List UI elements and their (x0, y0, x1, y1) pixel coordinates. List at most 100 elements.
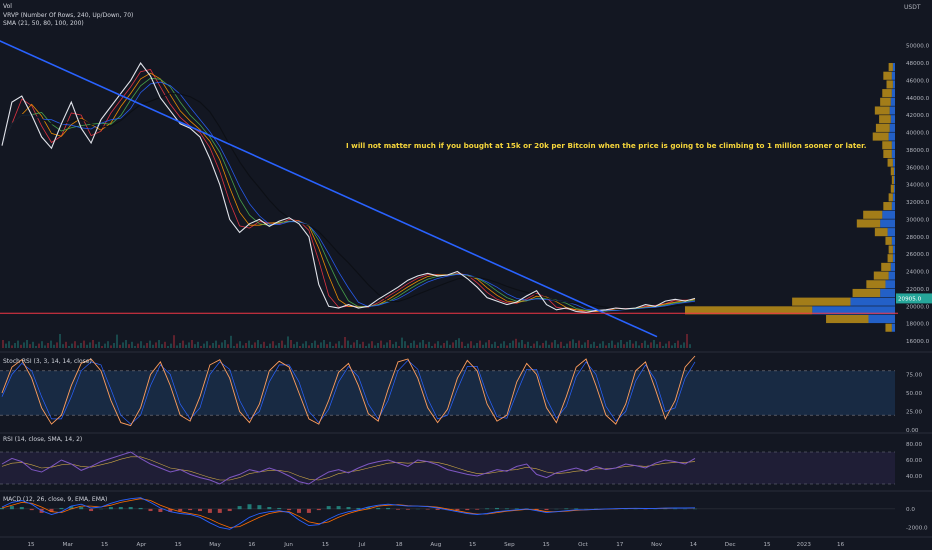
volume-bar (551, 342, 553, 348)
macd-histogram-bar (504, 508, 509, 510)
macd-histogram-bar (336, 506, 341, 510)
volume-bar (473, 345, 475, 348)
volume-bar (161, 344, 163, 348)
volume-profile-bar-down (888, 271, 895, 280)
stoch-rsi-label[interactable]: Stoch RSI (3, 3, 14, 14, close) (3, 358, 92, 365)
macd-histogram-bar (277, 507, 282, 510)
volume-bar (41, 341, 43, 348)
volume-bar (674, 343, 676, 348)
volume-bar (74, 341, 76, 348)
volume-profile-bar-up (685, 306, 813, 315)
volume-bar (347, 340, 349, 348)
volume-bar (8, 341, 10, 348)
volume-profile-bar-up (874, 106, 890, 115)
volume-bar (116, 334, 118, 348)
macd-histogram-bar (366, 507, 371, 510)
volume-bar (356, 340, 358, 348)
volume-bar (131, 341, 133, 348)
volume-profile-bar-down (889, 106, 895, 115)
volume-bar (464, 346, 466, 348)
volume-profile-bar-up (873, 271, 889, 280)
price-axis-tick: 26000.0 (906, 252, 930, 258)
price-axis-tick: 48000.0 (906, 61, 930, 67)
volume-bar (209, 345, 211, 348)
price-axis-tick: 24000.0 (906, 270, 930, 276)
volume-bar (335, 343, 337, 348)
volume-profile-bar-down (892, 254, 895, 263)
volume-profile-bar-up (880, 97, 891, 106)
macd-histogram-bar (188, 508, 193, 511)
volume-bar (563, 346, 565, 348)
rsi-label[interactable]: RSI (14, close, SMA, 14, 2) (3, 436, 83, 443)
volume-profile-bar-up (883, 71, 892, 80)
volume-profile-bar-up (866, 280, 886, 289)
volume-bar (101, 346, 103, 348)
chart-annotation-text[interactable]: I will not matter much if you bought at … (346, 141, 867, 150)
volume-bar (59, 334, 61, 348)
volume-bar (32, 341, 34, 348)
macd-histogram-bar (495, 507, 499, 510)
volume-bar (569, 341, 571, 348)
volume-bar (440, 345, 442, 348)
volume-profile-bar-up (888, 63, 893, 72)
volume-profile-bar-down (885, 280, 895, 289)
volume-bar (266, 346, 268, 348)
macd-histogram-bar (237, 506, 242, 510)
macd-histogram-bar (455, 508, 460, 511)
macd-histogram-bar (9, 506, 14, 510)
volume-profile-bar-up (886, 80, 893, 89)
price-axis-tick: 22000.0 (906, 287, 930, 293)
time-axis-tick: 15 (763, 542, 771, 548)
macd-histogram-bar (227, 508, 232, 512)
macd-histogram-bar (574, 508, 579, 510)
volume-profile-bar-down (890, 262, 895, 271)
volume-bar (221, 342, 223, 348)
macd-histogram-bar (425, 508, 430, 510)
price-axis-tick: 46000.0 (906, 78, 930, 84)
stoch-k-line (1, 355, 696, 427)
volume-profile-bar-up (792, 297, 851, 306)
volume-profile-bar-up (874, 228, 888, 237)
volume-profile-bar-down (880, 288, 895, 298)
volume-bar (2, 340, 4, 348)
volume-bar (515, 338, 517, 348)
volume-bar (455, 340, 457, 348)
volume-bar (245, 343, 247, 348)
time-axis-tick: Jul (358, 542, 366, 548)
macd-histogram-bar (326, 506, 331, 510)
volume-bar (470, 341, 472, 348)
volume-profile-bar-up (890, 184, 894, 193)
volume-bar (434, 343, 436, 348)
macd-histogram-bar (267, 507, 272, 510)
volume-bar (50, 340, 52, 348)
vol-indicator-label[interactable]: Vol (3, 3, 12, 10)
volume-bar (590, 344, 592, 348)
volume-profile-bar-up (885, 323, 892, 332)
volume-profile-bar-down (891, 202, 895, 211)
volume-bar (545, 340, 547, 348)
volume-bar (233, 346, 235, 348)
volume-bar (83, 340, 85, 348)
macd-histogram-bar (178, 508, 183, 512)
time-axis-tick: Oct (578, 542, 588, 548)
price-axis-tick: 16000.0 (906, 339, 930, 345)
volume-bar (332, 346, 334, 348)
time-axis-tick: 15 (543, 542, 551, 548)
volume-bar (452, 342, 454, 348)
sma-indicator-label[interactable]: SMA (21, 50, 80, 100, 200) (3, 20, 84, 27)
macd-histogram-bar (435, 508, 440, 510)
volume-bar (650, 342, 652, 348)
volume-bar (443, 343, 445, 348)
price-axis-tick: 50000.0 (906, 44, 930, 50)
macd-label[interactable]: MACD (12, 26, close, 9, EMA, EMA) (3, 496, 108, 503)
volume-bar (257, 340, 259, 348)
volume-bar (326, 344, 328, 348)
vrvp-indicator-label[interactable]: VRVP (Number Of Rows, 240, Up/Down, 70) (3, 12, 134, 19)
macd-histogram-bar (207, 508, 212, 513)
volume-bar (503, 341, 505, 348)
volume-profile-bar-up (879, 115, 891, 124)
volume-bar (566, 343, 568, 348)
macd-histogram-bar (217, 508, 222, 513)
macd-histogram-bar (297, 508, 301, 513)
